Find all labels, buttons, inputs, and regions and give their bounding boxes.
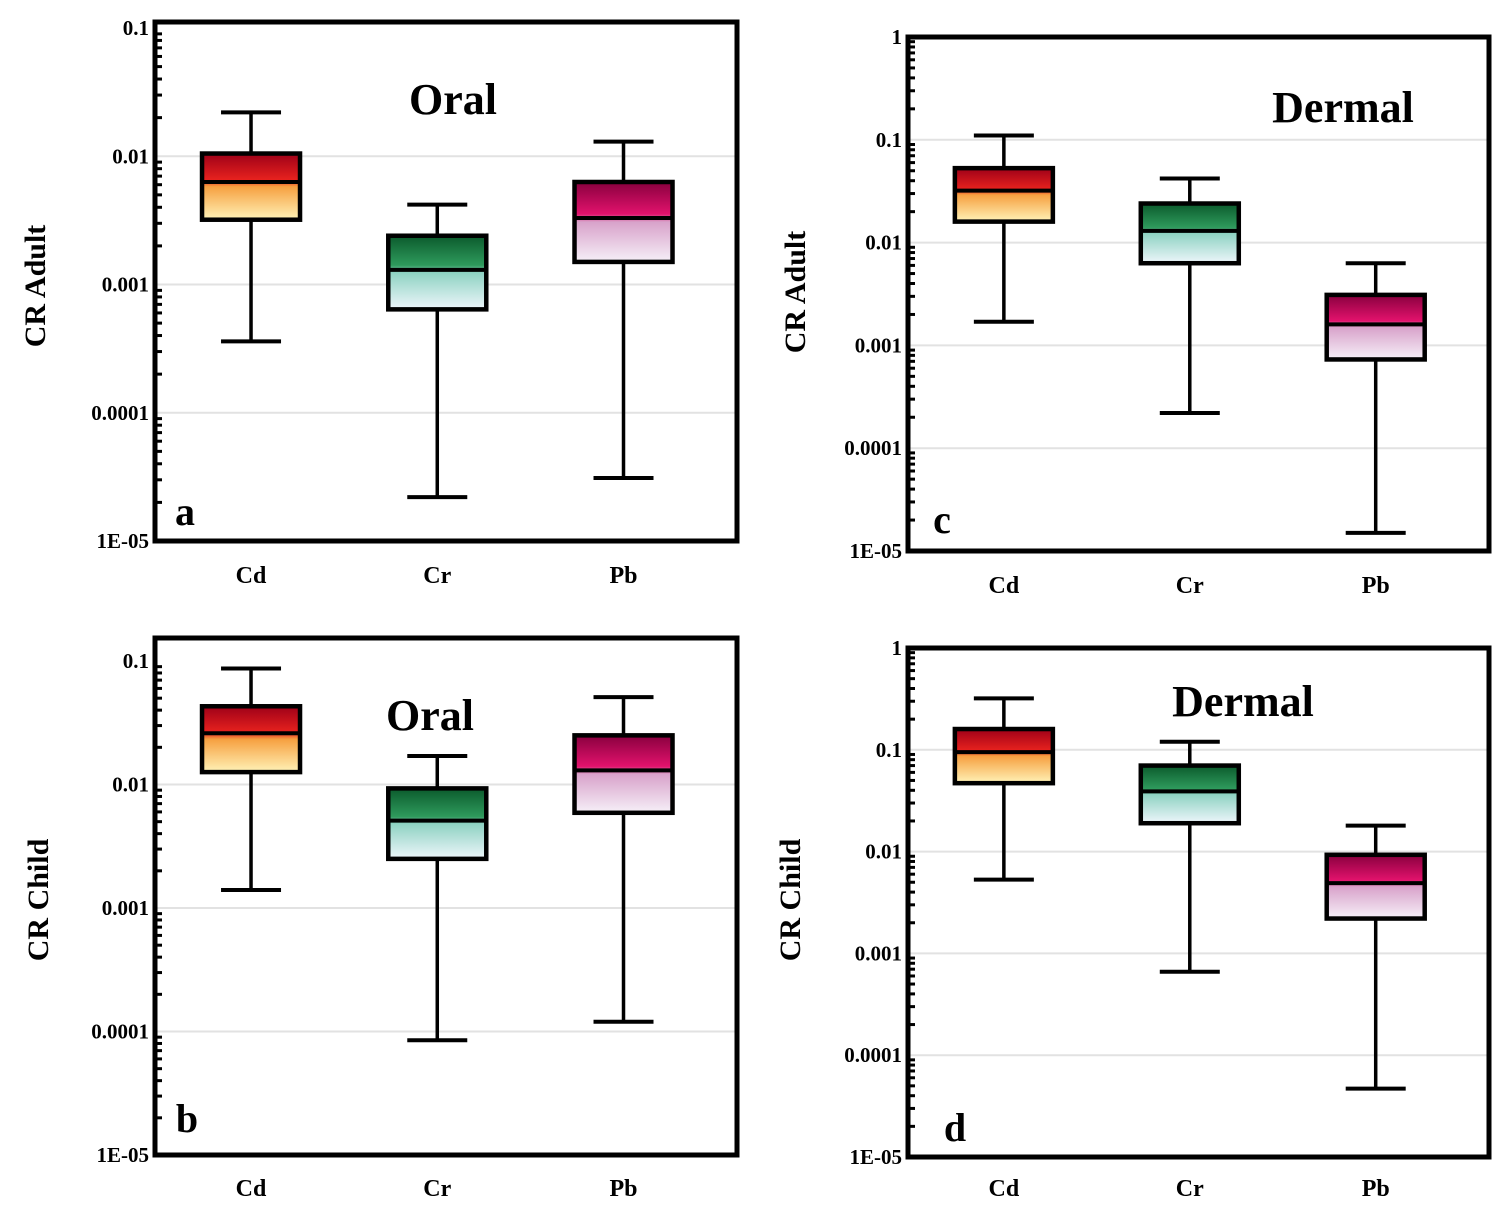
panel-title: Oral	[409, 75, 497, 124]
box-Cd	[952, 133, 1056, 324]
box-iqr	[1324, 292, 1427, 362]
panel-c: 1E-05 0.0001 0.001 0.01 0.1 1 Cd Cr Pb Dermal c CR …	[779, 25, 1492, 599]
box-Cr	[386, 754, 489, 1043]
y-tick-label: 0.001	[855, 941, 902, 965]
box-iqr	[1138, 201, 1242, 266]
y-tick-label: 1	[892, 25, 903, 49]
y-tick-label: 0.0001	[844, 436, 902, 460]
box-iqr	[1324, 852, 1427, 921]
panel-letter: a	[175, 489, 195, 534]
plot-frame	[905, 645, 1492, 1160]
y-tick-label: 0.01	[865, 840, 902, 864]
box-Pb	[572, 695, 675, 1024]
x-tick-label: Cr	[1176, 1176, 1204, 1202]
y-tick-label: 0.1	[123, 649, 149, 673]
y-tick-label: 1E-05	[850, 1145, 903, 1169]
x-tick-label: Pb	[610, 1176, 638, 1202]
y-axis-label: CR Child	[22, 838, 55, 961]
box-Cd	[952, 696, 1056, 882]
x-tick-label: Pb	[1362, 573, 1390, 599]
y-tick-label: 0.1	[876, 738, 902, 762]
y-tick-label: 0.001	[855, 333, 902, 357]
x-tick-label: Pb	[610, 563, 638, 589]
box-Cr	[386, 202, 489, 500]
box-Pb	[572, 139, 675, 480]
y-tick-label: 1	[892, 636, 903, 660]
box-Cr	[1138, 176, 1242, 415]
box-Pb	[1324, 261, 1427, 535]
x-tick-label: Cr	[1176, 573, 1204, 599]
y-tick-label: 0.01	[112, 773, 149, 797]
box-Cd	[199, 110, 303, 344]
x-tick-label: Cd	[989, 1176, 1020, 1202]
box-iqr	[386, 233, 489, 312]
panel-letter: c	[933, 497, 951, 542]
x-tick-label: Cr	[423, 1176, 451, 1202]
panel-letter: b	[176, 1096, 198, 1141]
y-axis-label: CR Adult	[19, 225, 52, 348]
x-tick-label: Cr	[423, 563, 451, 589]
plot-frame	[152, 635, 740, 1158]
y-tick-label: 0.001	[102, 273, 149, 297]
y-tick-label: 1E-05	[97, 529, 150, 553]
y-axis-label: CR Adult	[779, 231, 812, 354]
y-tick-label: 0.001	[102, 896, 149, 920]
x-tick-label: Cd	[989, 573, 1020, 599]
box-iqr	[199, 704, 303, 775]
plot-frame	[905, 34, 1492, 554]
box-Cd	[199, 666, 303, 892]
panel-d: 1E-05 0.0001 0.001 0.01 0.1 1 Cd Cr Pb Dermal d CR …	[774, 636, 1492, 1202]
y-tick-label: 0.0001	[844, 1043, 902, 1067]
box-iqr	[952, 165, 1056, 224]
x-tick-label: Cd	[236, 1176, 267, 1202]
y-tick-label: 1E-05	[850, 539, 903, 563]
x-tick-label: Pb	[1362, 1176, 1390, 1202]
y-tick-label: 0.0001	[91, 1020, 149, 1044]
y-tick-label: 0.01	[865, 231, 902, 255]
y-tick-label: 0.1	[876, 128, 902, 152]
box-iqr	[572, 733, 675, 816]
box-iqr	[386, 786, 489, 862]
box-iqr	[1138, 763, 1242, 826]
y-tick-label: 0.01	[112, 144, 149, 168]
box-iqr	[199, 151, 303, 222]
plot-frame	[152, 19, 740, 544]
panel-a: 1E-05 0.0001 0.001 0.01 0.1 Cd Cr Pb Oral a CR Adu…	[19, 16, 740, 589]
x-tick-label: Cd	[236, 563, 267, 589]
y-tick-label: 0.0001	[91, 401, 149, 425]
panel-title: Oral	[386, 691, 474, 740]
panel-letter: d	[944, 1105, 966, 1150]
y-axis-label: CR Child	[774, 838, 807, 961]
box-iqr	[572, 179, 675, 265]
panel-title: Dermal	[1172, 677, 1314, 726]
panel-title: Dermal	[1272, 83, 1414, 132]
panel-b: 1E-05 0.0001 0.001 0.01 0.1 Cd Cr Pb Oral b CR Chi…	[22, 635, 740, 1202]
y-tick-label: 1E-05	[97, 1143, 150, 1167]
y-tick-label: 0.1	[123, 16, 149, 40]
box-Pb	[1324, 823, 1427, 1091]
box-iqr	[952, 726, 1056, 786]
box-Cr	[1138, 739, 1242, 974]
